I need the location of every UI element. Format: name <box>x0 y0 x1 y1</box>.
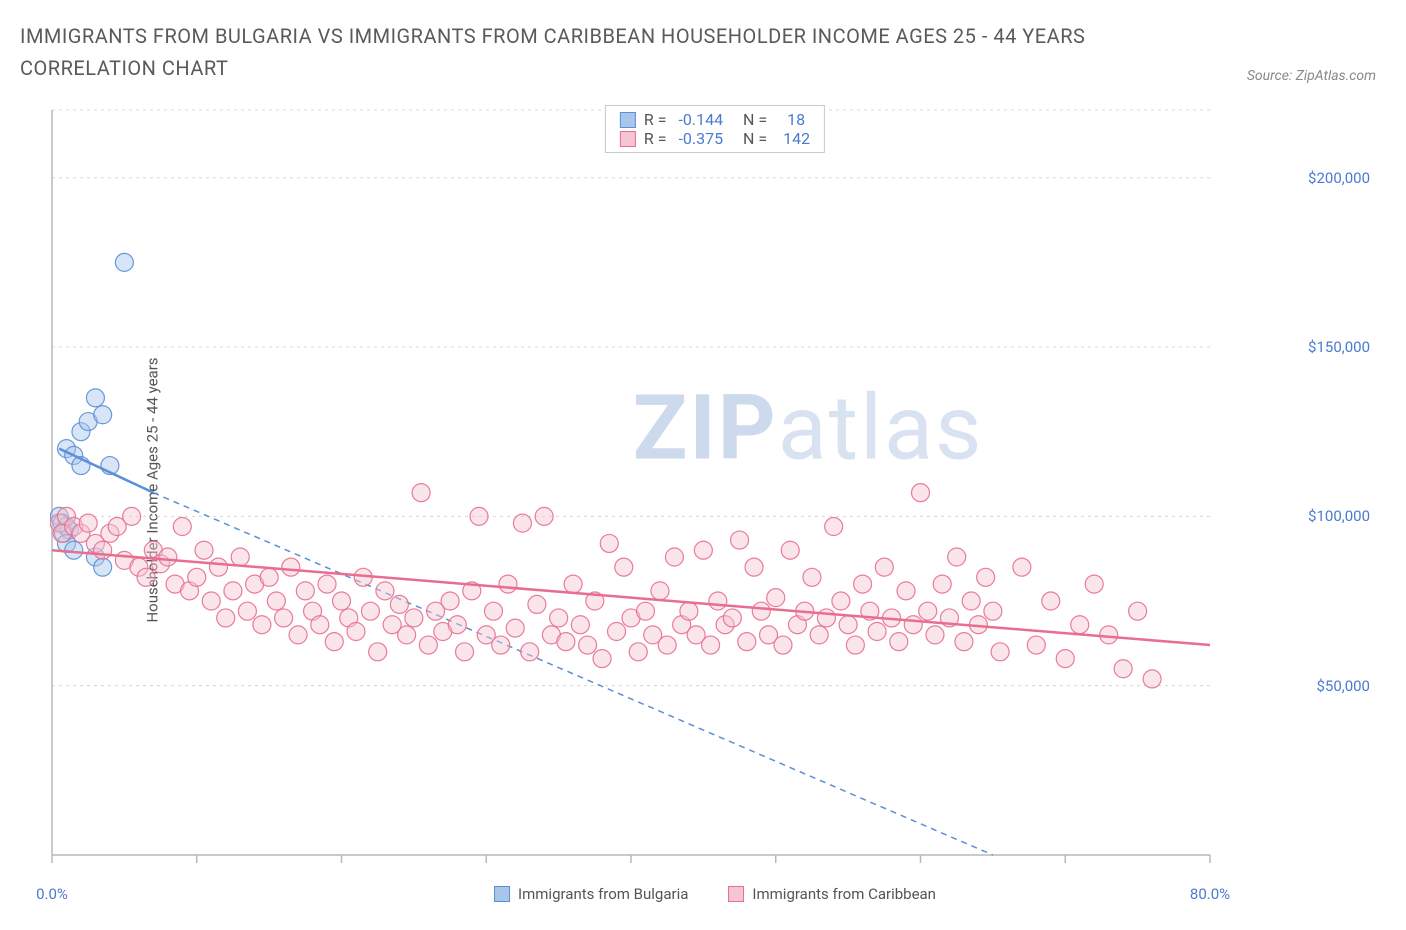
correlation-stats-box: R = -0.144 N = 18R = -0.375 N = 142 <box>605 105 825 153</box>
legend-item: Immigrants from Bulgaria <box>494 885 688 903</box>
x-tick-label: 80.0% <box>1190 885 1230 903</box>
header: IMMIGRANTS FROM BULGARIA VS IMMIGRANTS F… <box>0 0 1406 89</box>
stats-row: R = -0.144 N = 18 <box>620 110 810 129</box>
scatter-plot <box>50 105 1380 875</box>
stats-row: R = -0.375 N = 142 <box>620 129 810 148</box>
x-tick-label: 0.0% <box>36 885 68 903</box>
series-swatch <box>620 131 636 147</box>
chart-area: Householder Income Ages 25 - 44 years ZI… <box>50 105 1380 875</box>
y-tick-label: $50,000 <box>1316 677 1370 695</box>
y-tick-label: $200,000 <box>1308 169 1370 187</box>
y-tick-label: $150,000 <box>1308 338 1370 356</box>
series-swatch <box>728 886 744 902</box>
series-swatch <box>494 886 510 902</box>
chart-title: IMMIGRANTS FROM BULGARIA VS IMMIGRANTS F… <box>20 20 1140 84</box>
source-attribution: Source: ZipAtlas.com <box>1247 68 1376 84</box>
series-swatch <box>620 112 636 128</box>
series-legend: Immigrants from Bulgaria Immigrants from … <box>494 885 936 903</box>
y-tick-label: $100,000 <box>1308 507 1370 525</box>
legend-item: Immigrants from Caribbean <box>728 885 936 903</box>
